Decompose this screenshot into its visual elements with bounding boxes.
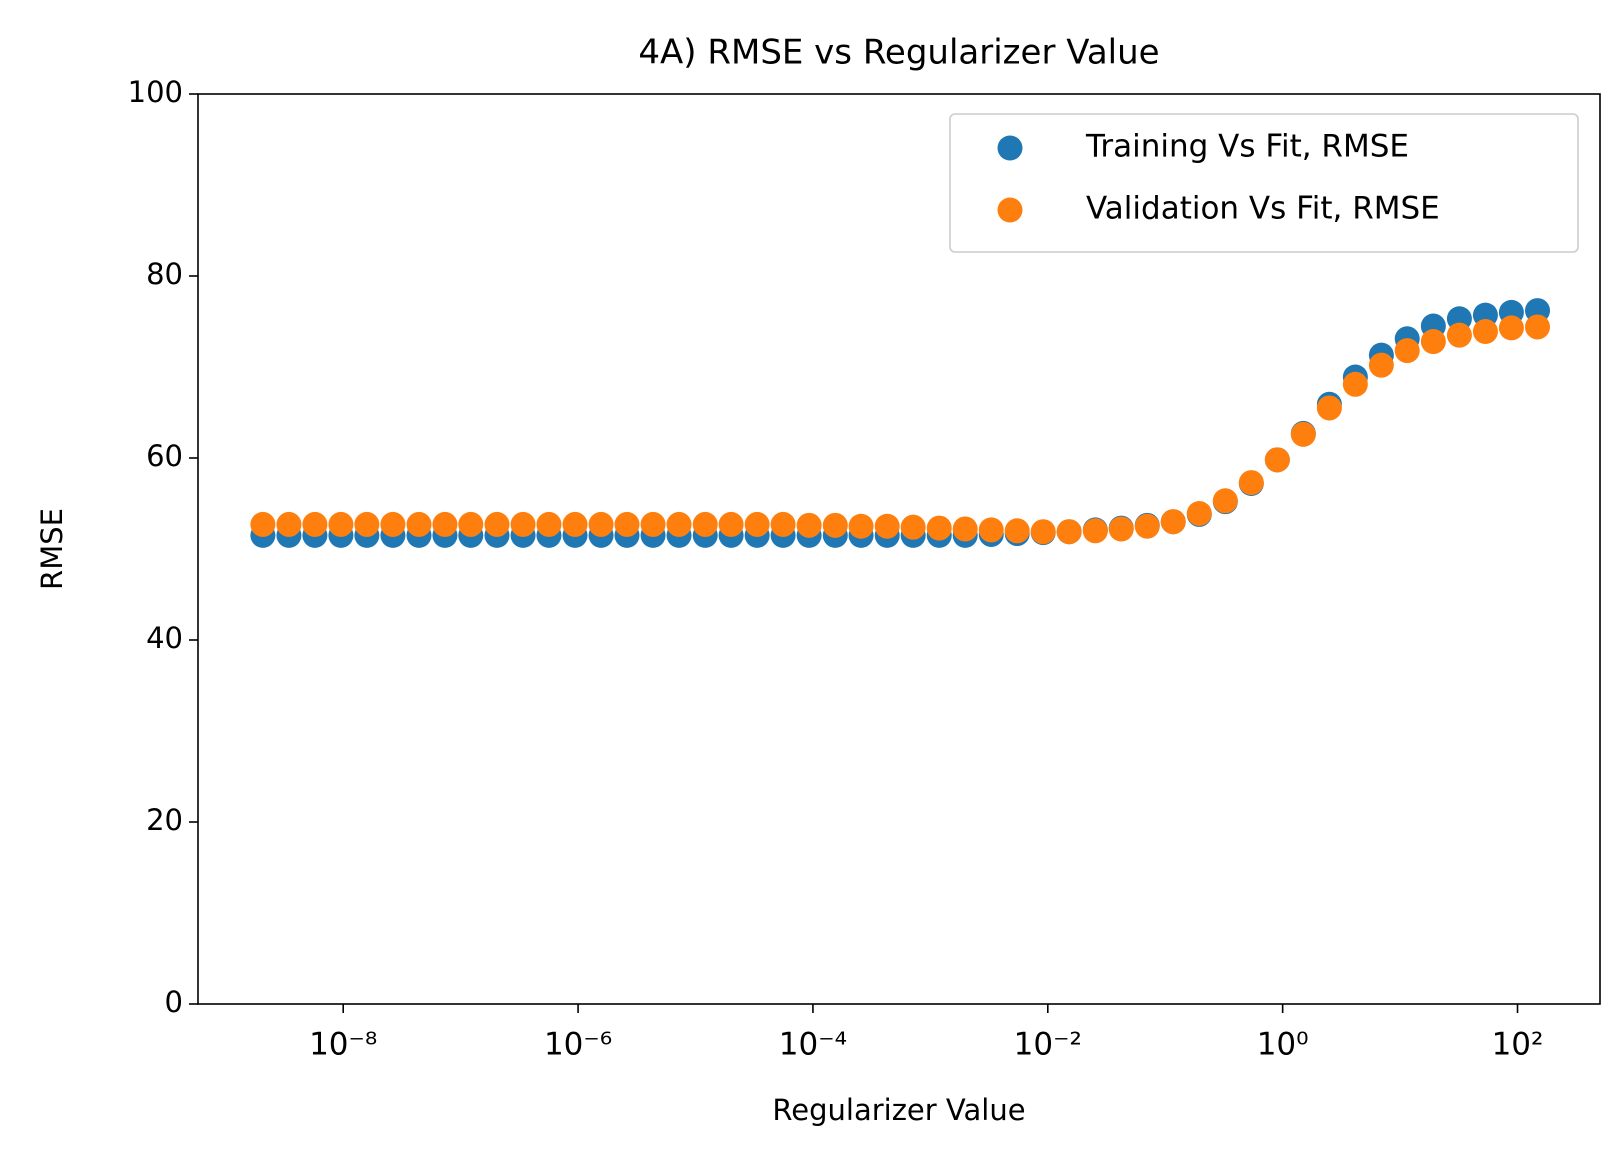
point	[1498, 315, 1524, 341]
point	[770, 511, 796, 537]
point	[900, 514, 926, 540]
point	[952, 516, 978, 542]
point	[1238, 470, 1264, 496]
point	[1264, 447, 1290, 473]
point	[536, 511, 562, 537]
point	[822, 512, 848, 538]
point	[458, 511, 484, 537]
point	[510, 511, 536, 537]
y-tick-label: 100	[128, 75, 183, 109]
point	[562, 511, 588, 537]
point	[1108, 516, 1134, 542]
point	[1472, 319, 1498, 345]
point	[666, 511, 692, 537]
point	[432, 511, 458, 537]
x-tick-label: 10⁰	[1257, 1027, 1309, 1063]
y-tick-label: 40	[146, 621, 183, 655]
point	[354, 511, 380, 537]
point	[302, 511, 328, 537]
legend-marker	[997, 135, 1023, 161]
y-tick-label: 80	[146, 257, 183, 291]
legend-label: Validation Vs Fit, RMSE	[1086, 191, 1440, 227]
point	[978, 517, 1004, 543]
point	[1446, 322, 1472, 348]
point	[1160, 509, 1186, 535]
point	[484, 511, 510, 537]
point	[328, 511, 354, 537]
point	[1082, 518, 1108, 544]
point	[926, 515, 952, 541]
legend-box	[949, 113, 1579, 253]
point	[1342, 371, 1368, 397]
point	[380, 511, 406, 537]
point	[796, 512, 822, 538]
y-tick-label: 20	[146, 803, 183, 837]
point	[1056, 519, 1082, 545]
x-tick-label: 10²	[1492, 1027, 1544, 1063]
x-tick-label: 10⁻⁸	[309, 1027, 377, 1063]
point	[640, 511, 666, 537]
point	[1394, 338, 1420, 364]
x-tick-label: 10⁻²	[1014, 1027, 1082, 1063]
point	[1290, 421, 1316, 447]
chart-title: 4A) RMSE vs Regularizer Value	[638, 33, 1159, 73]
y-tick-label: 0	[165, 985, 183, 1019]
point	[1316, 395, 1342, 421]
point	[276, 511, 302, 537]
y-tick-label: 60	[146, 439, 183, 473]
point	[1368, 352, 1394, 378]
x-tick-label: 10⁻⁴	[779, 1027, 847, 1063]
point	[1030, 519, 1056, 545]
point	[1525, 314, 1551, 340]
point	[406, 511, 432, 537]
y-axis-label: RMSE	[35, 508, 69, 590]
point	[1004, 518, 1030, 544]
point	[1186, 501, 1212, 527]
point	[744, 511, 770, 537]
legend-marker	[997, 197, 1023, 223]
point	[1134, 513, 1160, 539]
point	[718, 511, 744, 537]
point	[250, 511, 276, 537]
point	[1212, 488, 1238, 514]
plot-frame	[197, 93, 1601, 1005]
x-tick-label: 10⁻⁶	[544, 1027, 612, 1063]
point	[874, 513, 900, 539]
point	[692, 511, 718, 537]
legend-label: Training Vs Fit, RMSE	[1085, 129, 1409, 165]
point	[614, 511, 640, 537]
point	[848, 513, 874, 539]
point	[588, 511, 614, 537]
x-axis-label: Regularizer Value	[772, 1093, 1025, 1127]
point	[1420, 329, 1446, 355]
